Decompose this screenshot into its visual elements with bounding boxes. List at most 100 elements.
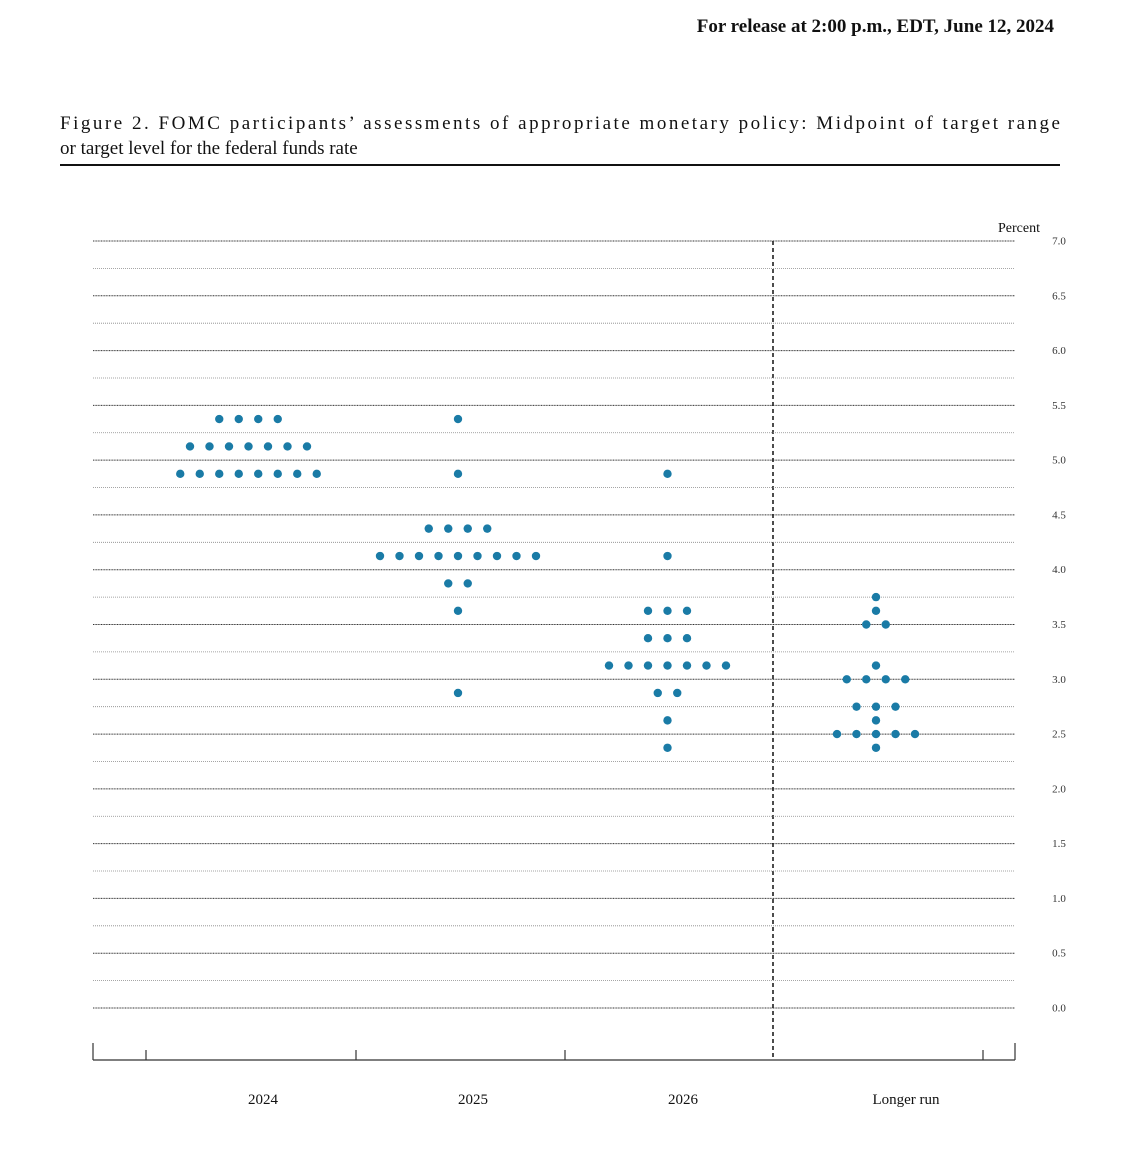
participant-dot bbox=[682, 661, 692, 670]
participant-dot bbox=[891, 702, 900, 711]
participant-dot bbox=[434, 551, 443, 561]
participant-dot bbox=[721, 661, 731, 670]
participant-dot bbox=[624, 661, 633, 670]
participant-dot bbox=[483, 524, 492, 533]
y-tick-label: 0.0 bbox=[1052, 1003, 1066, 1015]
participant-dot bbox=[375, 551, 385, 561]
participant-dot bbox=[663, 743, 672, 752]
x-tick-label: 2024 bbox=[248, 1092, 279, 1108]
y-tick-label: 1.0 bbox=[1052, 893, 1066, 905]
participant-dot bbox=[234, 469, 243, 479]
release-header: For release at 2:00 p.m., EDT, June 12, … bbox=[697, 16, 1055, 37]
participant-dot bbox=[453, 414, 463, 424]
participant-dot bbox=[273, 469, 282, 479]
participant-dot bbox=[205, 442, 214, 451]
participant-dot bbox=[673, 688, 682, 698]
participant-dot bbox=[643, 661, 653, 670]
participant-dot bbox=[871, 661, 881, 670]
participant-dot bbox=[492, 551, 502, 561]
participant-dot bbox=[453, 688, 463, 698]
participant-dot bbox=[901, 675, 910, 684]
participant-dot bbox=[254, 469, 263, 479]
participant-dot bbox=[215, 469, 224, 479]
participant-dot bbox=[302, 442, 312, 451]
participant-dot bbox=[881, 675, 890, 684]
participant-dot bbox=[663, 606, 672, 616]
participant-dot bbox=[663, 551, 672, 561]
participant-dot bbox=[453, 606, 463, 616]
participant-dot bbox=[891, 729, 900, 739]
participant-dot bbox=[871, 606, 881, 616]
participant-dot bbox=[832, 729, 842, 739]
y-tick-label: 5.5 bbox=[1052, 400, 1066, 412]
participant-dot bbox=[473, 551, 482, 561]
participant-dot bbox=[224, 442, 234, 451]
participant-dot bbox=[663, 716, 672, 725]
participant-dot bbox=[414, 551, 424, 561]
y-tick-label: 2.0 bbox=[1052, 783, 1066, 795]
participant-dot bbox=[682, 606, 692, 616]
participant-dot bbox=[910, 729, 920, 739]
figure-title: or target level for the federal funds ra… bbox=[60, 138, 358, 159]
participant-dot bbox=[871, 716, 881, 725]
participant-dot bbox=[871, 702, 881, 711]
participant-dot bbox=[395, 551, 404, 561]
participant-dot bbox=[453, 469, 463, 479]
y-tick-label: 1.5 bbox=[1052, 838, 1066, 850]
participant-dot bbox=[283, 442, 292, 451]
y-tick-label: 4.5 bbox=[1052, 509, 1066, 521]
figure-title: Figure 2. FOMC participants’ assessments… bbox=[60, 113, 1060, 134]
participant-dot bbox=[643, 633, 653, 643]
participant-dot bbox=[312, 469, 321, 479]
participant-dot bbox=[871, 743, 881, 752]
participant-dot bbox=[444, 579, 453, 588]
participant-dot bbox=[176, 469, 185, 479]
y-tick-label: 2.5 bbox=[1052, 729, 1066, 741]
participant-dot bbox=[463, 579, 472, 588]
x-tick-label: Longer run bbox=[872, 1092, 940, 1108]
participant-dot bbox=[215, 414, 224, 424]
participant-dot bbox=[643, 606, 653, 616]
participant-dot bbox=[663, 469, 672, 479]
participant-dot bbox=[444, 524, 453, 533]
participant-dot bbox=[871, 729, 881, 739]
x-tick-label: 2026 bbox=[668, 1092, 699, 1108]
y-tick-label: 7.0 bbox=[1052, 236, 1066, 248]
participant-dot bbox=[862, 620, 871, 629]
y-tick-label: 3.0 bbox=[1052, 674, 1066, 686]
y-axis-label: Percent bbox=[998, 221, 1040, 236]
participant-dot bbox=[531, 551, 541, 561]
participant-dot bbox=[881, 620, 890, 629]
participant-dot bbox=[682, 633, 692, 643]
participant-dot bbox=[702, 661, 711, 670]
participant-dot bbox=[512, 551, 521, 561]
y-tick-label: 3.5 bbox=[1052, 619, 1066, 631]
participant-dot bbox=[453, 551, 463, 561]
participant-dot bbox=[254, 414, 263, 424]
participant-dot bbox=[871, 592, 881, 602]
participant-dot bbox=[234, 414, 243, 424]
y-tick-label: 0.5 bbox=[1052, 948, 1066, 960]
participant-dot bbox=[463, 524, 472, 533]
participant-dot bbox=[604, 661, 614, 670]
participant-dot bbox=[263, 442, 273, 451]
participant-dot bbox=[293, 469, 302, 479]
participant-dot bbox=[852, 729, 861, 739]
participant-dot bbox=[842, 675, 851, 684]
y-tick-label: 4.0 bbox=[1052, 564, 1066, 576]
participant-dot bbox=[862, 675, 871, 684]
participant-dot bbox=[273, 414, 282, 424]
participant-dot bbox=[195, 469, 204, 479]
x-axis bbox=[92, 1043, 1016, 1061]
participant-dot bbox=[653, 688, 662, 698]
participant-dot bbox=[244, 442, 253, 451]
participant-dot bbox=[663, 661, 672, 670]
y-tick-label: 6.5 bbox=[1052, 290, 1066, 302]
participant-dot bbox=[424, 524, 433, 533]
participant-dot bbox=[663, 633, 672, 643]
y-tick-label: 5.0 bbox=[1052, 455, 1066, 467]
x-tick-label: 2025 bbox=[458, 1092, 488, 1108]
participant-dot bbox=[852, 702, 861, 711]
participant-dot bbox=[185, 442, 195, 451]
